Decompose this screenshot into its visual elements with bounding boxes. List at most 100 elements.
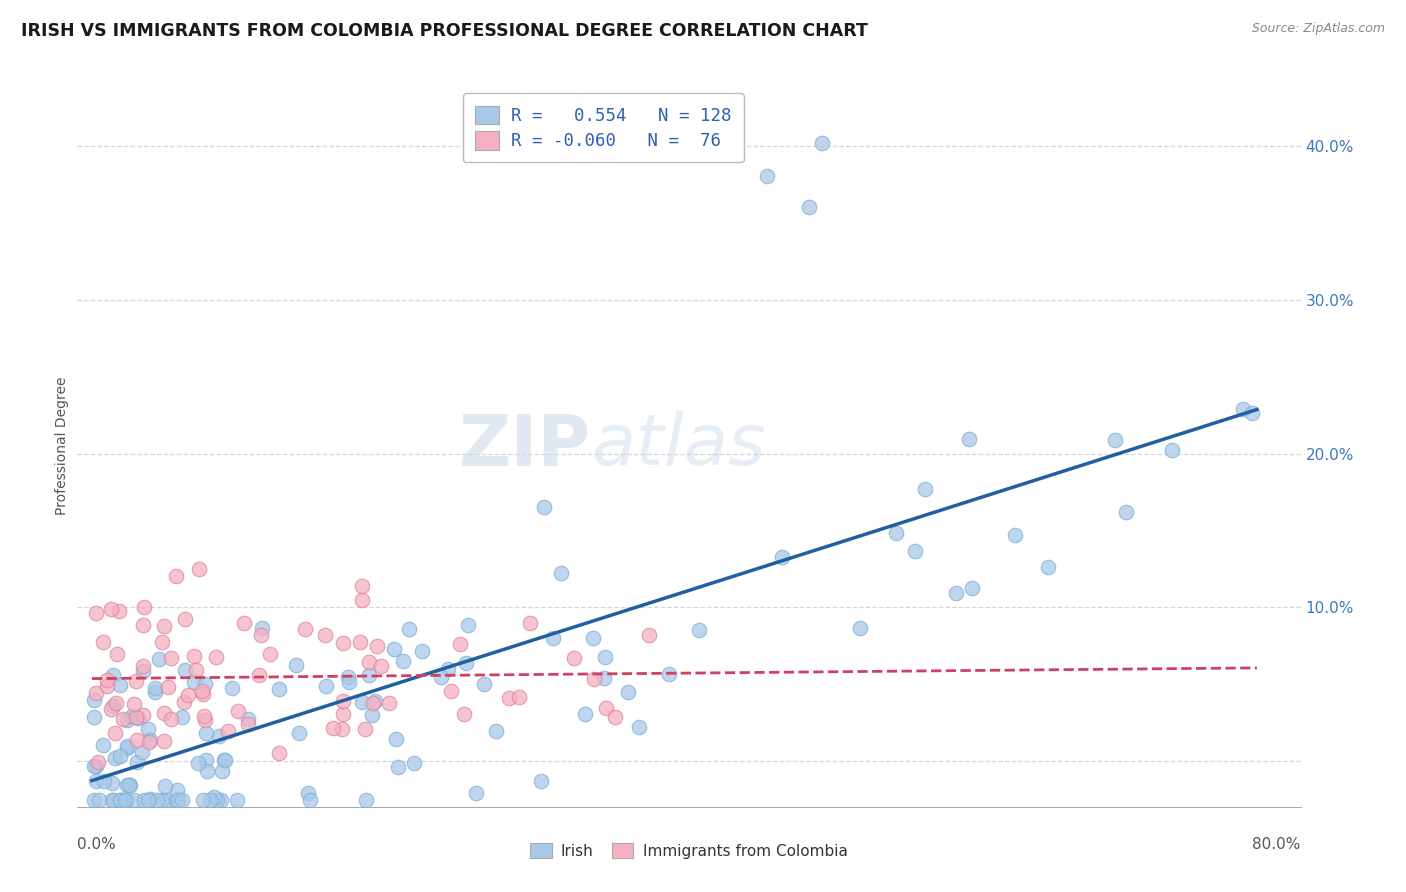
Point bbox=[132, 617, 155, 632]
Point bbox=[485, 724, 508, 739]
Point bbox=[354, 792, 377, 806]
Point bbox=[508, 690, 530, 704]
Point bbox=[112, 712, 135, 726]
Point bbox=[226, 792, 249, 806]
Point bbox=[194, 677, 217, 691]
Point bbox=[191, 683, 214, 698]
Point bbox=[294, 623, 316, 637]
Point bbox=[101, 792, 124, 806]
Point bbox=[541, 632, 564, 646]
Point bbox=[267, 682, 290, 697]
Point bbox=[359, 668, 381, 682]
Y-axis label: Professional Degree: Professional Degree bbox=[55, 376, 69, 516]
Point bbox=[688, 623, 710, 637]
Point bbox=[108, 792, 131, 806]
Point bbox=[799, 200, 821, 214]
Point bbox=[440, 684, 463, 698]
Point bbox=[465, 786, 488, 800]
Point bbox=[315, 679, 337, 693]
Point bbox=[83, 710, 105, 724]
Point bbox=[187, 756, 209, 770]
Point bbox=[884, 526, 907, 541]
Point bbox=[770, 549, 793, 564]
Point bbox=[209, 792, 232, 806]
Point bbox=[155, 779, 177, 793]
Point bbox=[143, 684, 166, 698]
Point bbox=[122, 698, 145, 712]
Point bbox=[957, 432, 980, 446]
Point bbox=[756, 169, 779, 183]
Point bbox=[352, 695, 374, 709]
Point bbox=[101, 698, 124, 713]
Point bbox=[314, 628, 336, 642]
Point bbox=[285, 657, 308, 672]
Point bbox=[183, 648, 205, 663]
Point bbox=[148, 651, 170, 665]
Point bbox=[249, 628, 271, 642]
Point bbox=[205, 792, 228, 806]
Point bbox=[1004, 528, 1026, 542]
Point bbox=[1036, 560, 1059, 574]
Point bbox=[364, 694, 387, 708]
Point bbox=[582, 673, 605, 687]
Point bbox=[332, 636, 354, 650]
Point bbox=[849, 621, 872, 635]
Point bbox=[105, 697, 128, 711]
Point bbox=[150, 792, 173, 806]
Point bbox=[960, 582, 983, 596]
Text: 0.0%: 0.0% bbox=[77, 838, 117, 852]
Point bbox=[194, 714, 217, 728]
Point bbox=[211, 764, 233, 779]
Point bbox=[288, 726, 311, 740]
Point bbox=[392, 654, 415, 668]
Point bbox=[232, 616, 254, 631]
Point bbox=[104, 725, 127, 739]
Point bbox=[156, 680, 179, 694]
Point bbox=[658, 667, 681, 681]
Point bbox=[593, 671, 616, 685]
Point bbox=[437, 662, 460, 676]
Point bbox=[143, 681, 166, 695]
Point bbox=[174, 663, 197, 677]
Point bbox=[595, 701, 617, 715]
Text: 80.0%: 80.0% bbox=[1253, 838, 1301, 852]
Point bbox=[1115, 505, 1137, 519]
Point bbox=[297, 786, 319, 800]
Point bbox=[914, 482, 936, 496]
Point bbox=[236, 712, 259, 726]
Point bbox=[236, 717, 259, 731]
Point bbox=[200, 792, 222, 806]
Point bbox=[212, 753, 235, 767]
Point bbox=[127, 755, 149, 769]
Point bbox=[187, 561, 209, 575]
Point bbox=[332, 694, 354, 708]
Point bbox=[83, 792, 105, 806]
Point bbox=[811, 136, 834, 150]
Point bbox=[173, 695, 195, 709]
Point bbox=[127, 710, 149, 724]
Point bbox=[110, 792, 132, 806]
Point bbox=[101, 792, 124, 806]
Point bbox=[617, 684, 640, 698]
Point bbox=[121, 709, 143, 723]
Point bbox=[332, 707, 354, 722]
Point bbox=[217, 723, 239, 738]
Point bbox=[191, 687, 214, 701]
Point bbox=[86, 756, 108, 770]
Point bbox=[1104, 433, 1126, 447]
Point bbox=[533, 500, 555, 514]
Point bbox=[177, 689, 200, 703]
Point bbox=[550, 566, 572, 581]
Point bbox=[84, 774, 107, 789]
Text: atlas: atlas bbox=[591, 411, 766, 481]
Point bbox=[1232, 402, 1254, 417]
Point bbox=[204, 650, 226, 665]
Point bbox=[359, 655, 381, 669]
Point bbox=[252, 621, 274, 635]
Point bbox=[398, 622, 420, 636]
Point bbox=[122, 792, 145, 806]
Point bbox=[114, 792, 136, 806]
Point bbox=[146, 792, 169, 806]
Point bbox=[387, 759, 409, 773]
Point bbox=[132, 599, 155, 614]
